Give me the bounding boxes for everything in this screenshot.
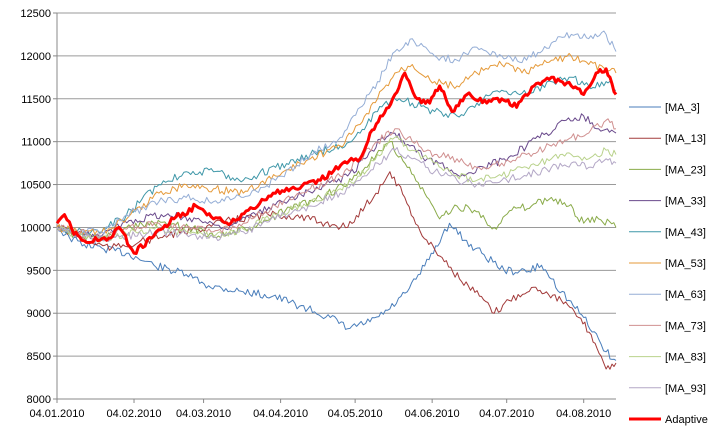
- x-tick-label: 04.02.2010: [106, 408, 161, 420]
- legend: [MA_3] [MA_13] [MA_23] [MA_33] [MA_43] [MA_53…: [629, 102, 708, 426]
- legend-label: [MA_53]: [665, 258, 706, 270]
- y-tick-label: 11000: [21, 137, 51, 149]
- legend-label: Adaptive: [665, 414, 708, 426]
- legend-label: [MA_23]: [665, 164, 706, 176]
- y-tick-label: 9000: [27, 308, 51, 320]
- series-line-1: [56, 222, 617, 361]
- series-line-7: [56, 30, 617, 236]
- y-tick-label: 11500: [21, 94, 51, 106]
- legend-label: [MA_13]: [665, 133, 706, 145]
- y-tick-label: 10000: [20, 222, 51, 234]
- x-tick-label: 04.07.2010: [479, 408, 534, 420]
- x-tick-label: 04.01.2010: [29, 408, 84, 420]
- y-tick-label: 9500: [27, 265, 51, 277]
- series-line-11: [55, 67, 618, 255]
- legend-label: [MA_43]: [665, 227, 706, 239]
- x-tick-label: 04.05.2010: [328, 408, 383, 420]
- y-tick-label: 8000: [27, 394, 51, 406]
- legend-label: [MA_33]: [665, 196, 706, 208]
- legend-label: [MA_73]: [665, 320, 706, 332]
- gridlines: [57, 12, 616, 400]
- series-line-10: [56, 147, 617, 243]
- series-line-5: [56, 75, 616, 236]
- y-tick-label: 10500: [20, 180, 51, 192]
- plot-area: [55, 30, 618, 370]
- series-line-4: [56, 113, 617, 240]
- y-axis-tick-labels: 8000 8500 9000 9500 10000 10500 11000 11500 1200…: [20, 8, 57, 406]
- x-axis: 04.01.2010 04.02.2010 04.03.2010 04.04.2010…: [29, 13, 616, 420]
- y-tick-label: 12000: [20, 51, 51, 63]
- y-tick-label: 12500: [20, 8, 51, 20]
- x-tick-label: 04.03.2010: [176, 408, 231, 420]
- series-line-6: [56, 52, 617, 236]
- x-tick-label: 04.06.2010: [405, 408, 460, 420]
- legend-label: [MA_83]: [665, 352, 706, 364]
- legend-label: [MA_93]: [665, 383, 706, 395]
- x-tick-label: 04.04.2010: [253, 408, 308, 420]
- y-tick-label: 8500: [27, 351, 51, 363]
- legend-label: [MA_63]: [665, 289, 706, 301]
- x-tick-label: 04.08.2010: [556, 408, 611, 420]
- legend-label: [MA_3]: [665, 102, 700, 114]
- series-line-3: [56, 140, 617, 241]
- series-line-8: [56, 118, 617, 241]
